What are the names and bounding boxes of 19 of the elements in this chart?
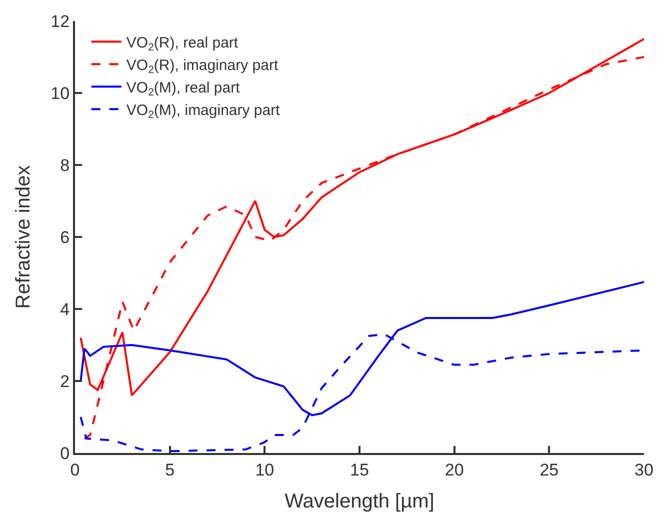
legend-label: VO$_{2}$(M), imaginary part	[126, 102, 281, 122]
x-tick-label: 10	[255, 460, 274, 480]
y-axis-title: Refractive index	[12, 165, 35, 309]
y-tick-label: 2	[60, 372, 70, 391]
x-tick-label: 15	[350, 460, 369, 480]
y-tick-label: 4	[60, 300, 70, 319]
x-tick-label: 5	[165, 460, 175, 480]
y-tick-label: 12	[50, 12, 70, 31]
y-tick-label: 10	[50, 84, 70, 103]
legend-label: VO$_{2}$(R), real part	[126, 34, 239, 54]
y-tick-label: 8	[60, 156, 70, 175]
legend-label: VO$_{2}$(M), real part	[126, 79, 241, 99]
legend-label: VO$_{2}$(R), imaginary part	[126, 56, 279, 76]
y-tick-label: 0	[60, 444, 70, 463]
x-tick-label: 25	[540, 460, 559, 480]
x-axis-title: Wavelength [µm]	[284, 490, 434, 512]
x-tick-label: 30	[634, 460, 654, 480]
y-tick-label: 6	[60, 228, 70, 247]
x-tick-label: 20	[444, 460, 464, 480]
